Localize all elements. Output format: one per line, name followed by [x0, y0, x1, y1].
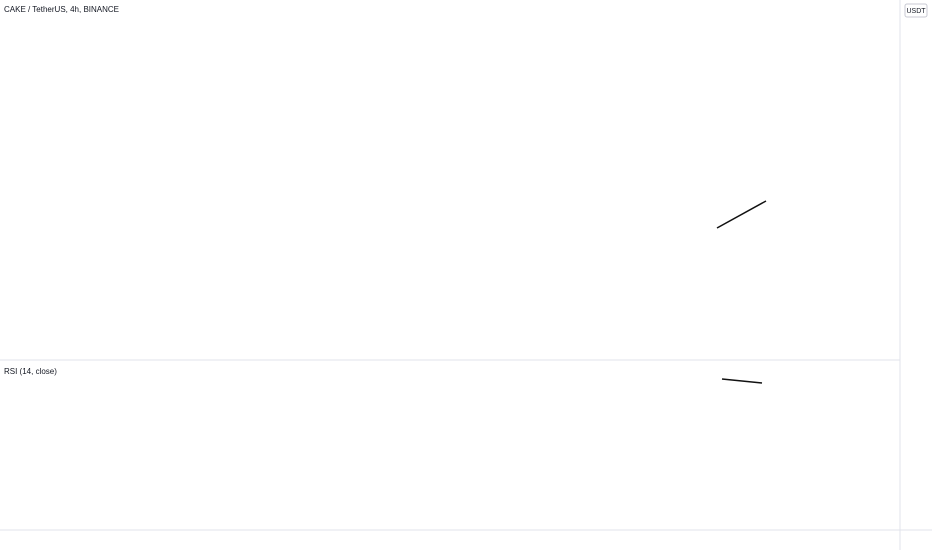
currency[interactable]: USDT — [906, 8, 926, 15]
currency-box[interactable] — [904, 3, 928, 18]
rsi-title: RSI (14, close) — [4, 367, 57, 376]
chart-title: CAKE / TetherUS, 4h, BINANCE — [4, 5, 119, 14]
rsi-trend-line — [721, 378, 763, 384]
trend-line — [716, 200, 767, 229]
